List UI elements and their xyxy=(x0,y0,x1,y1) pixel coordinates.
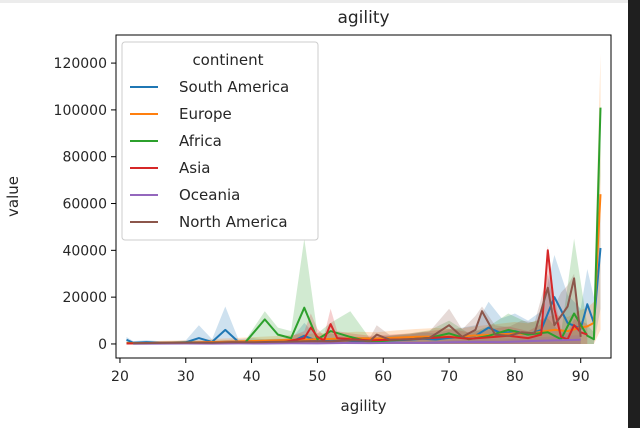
y-axis-label: value xyxy=(4,176,22,217)
series-lines xyxy=(126,107,602,345)
x-tick-label: 20 xyxy=(111,369,129,385)
chart-title: agility xyxy=(337,8,389,28)
line-north-america xyxy=(133,277,582,345)
legend-entry-oceania: Oceania xyxy=(179,186,240,204)
y-tick-label: 60000 xyxy=(62,197,107,213)
legend: continent South America Europe Africa Asia Oc… xyxy=(121,41,319,241)
legend-entry-asia: Asia xyxy=(179,159,210,177)
y-tick-label: 40000 xyxy=(62,243,107,259)
x-tick-label: 80 xyxy=(506,369,524,385)
x-tick-label: 70 xyxy=(440,369,458,385)
y-tick-label: 80000 xyxy=(62,150,107,166)
y-tick-label: 100000 xyxy=(54,103,107,119)
plot-frame xyxy=(115,34,612,359)
x-tick-label: 30 xyxy=(177,369,195,385)
x-tick-label: 60 xyxy=(374,369,392,385)
legend-box xyxy=(121,41,319,241)
legend-entry-europe: Europe xyxy=(179,105,232,123)
legend-entry-north-america: North America xyxy=(179,213,288,231)
legend-entry-africa: Africa xyxy=(179,132,222,150)
legend-title: continent xyxy=(192,51,263,69)
y-tick-label: 120000 xyxy=(54,56,107,72)
x-axis-label: agility xyxy=(341,397,387,415)
band-north-america xyxy=(133,273,581,344)
x-tick-label: 50 xyxy=(309,369,327,385)
window-top-edge xyxy=(0,0,640,3)
x-tick-label: 40 xyxy=(243,369,261,385)
legend-entry-south-america: South America xyxy=(179,78,289,96)
window-right-edge xyxy=(628,0,640,428)
x-tick-label: 90 xyxy=(572,369,590,385)
axes: 20 30 40 50 60 70 80 90 0 20000 40000 60000 80000 100… xyxy=(54,34,612,385)
y-tick-label: 20000 xyxy=(62,290,107,306)
y-tick-label: 0 xyxy=(98,337,107,353)
